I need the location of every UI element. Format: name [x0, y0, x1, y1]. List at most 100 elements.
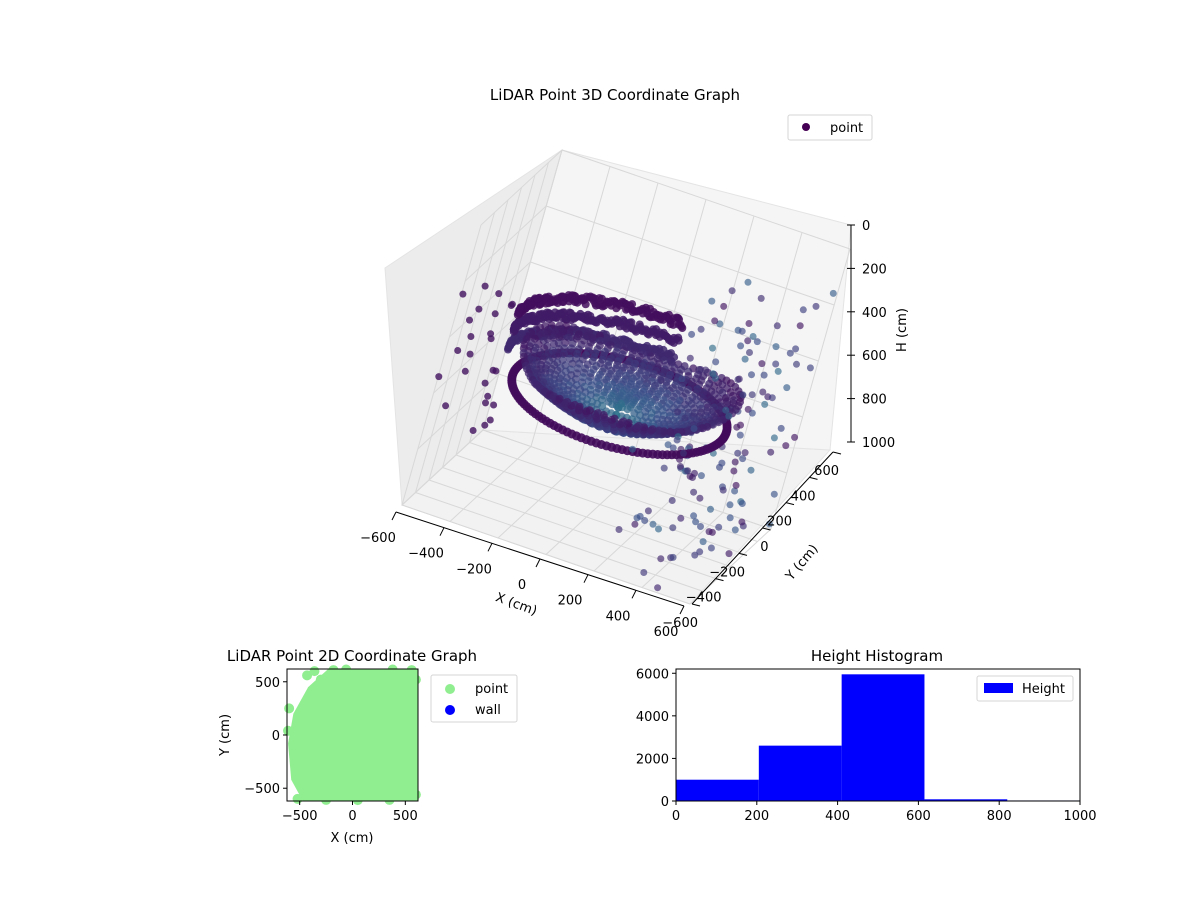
point-2d: [410, 789, 421, 800]
point-2d: [384, 794, 395, 805]
chart-3d: LiDAR Point 3D Coordinate Graph −600 −400…: [360, 86, 910, 640]
point-3d: [692, 518, 700, 526]
point-3d: [454, 347, 462, 354]
y-tick-label: 600: [814, 464, 839, 479]
point-3d: [633, 514, 641, 522]
point-2d: [309, 666, 320, 677]
point-3d: [715, 523, 723, 531]
point-3d: [697, 325, 705, 333]
histogram-bar: [758, 745, 842, 801]
point-3d: [768, 394, 776, 402]
point-3d: [654, 584, 662, 592]
histogram-bar: [841, 674, 925, 801]
x-tick-label: 200: [744, 809, 769, 824]
point-3d: [719, 486, 727, 494]
point-3d: [796, 322, 804, 330]
chart-2d-legend-label-point: point: [475, 682, 508, 697]
point-3d: [772, 360, 780, 368]
grid-line: [428, 479, 718, 580]
point-3d: [555, 345, 563, 353]
point-3d: [744, 337, 752, 345]
y-tick-label: 4000: [636, 710, 669, 725]
point-3d: [680, 449, 687, 457]
point-3d: [551, 327, 560, 336]
point-3d: [678, 324, 687, 332]
point-3d: [748, 371, 755, 379]
grid-line: [433, 317, 515, 394]
point-3d: [690, 425, 698, 432]
x-tick: [679, 605, 685, 615]
y-tick-label: 0: [272, 729, 280, 744]
point-3d: [681, 414, 689, 422]
point-3d: [737, 342, 745, 350]
point-3d: [722, 406, 730, 414]
grid-line: [449, 261, 531, 338]
point-3d: [770, 434, 778, 442]
point-3d: [812, 302, 820, 310]
point-3d: [677, 514, 685, 522]
point-3d: [435, 373, 443, 381]
point-3d: [716, 320, 724, 328]
point-3d: [711, 317, 719, 325]
point-3d: [774, 367, 782, 375]
point-3d: [728, 287, 736, 295]
point-3d: [753, 338, 761, 346]
point-3d: [731, 458, 739, 466]
point-3d: [732, 481, 740, 489]
chart-2d-legend-label-wall: wall: [475, 703, 501, 718]
point-3d: [491, 310, 499, 318]
chart-2d-legend: point wall: [430, 674, 518, 723]
grid-line: [561, 149, 851, 250]
point-3d: [777, 424, 785, 432]
x-tick-label: −200: [456, 562, 492, 577]
point-3d: [560, 350, 568, 358]
point-3d: [657, 555, 665, 563]
point-3d: [726, 501, 734, 509]
chart-3d-ylabel: Y (cm): [782, 542, 821, 585]
point-3d: [739, 391, 747, 399]
point-3d: [783, 384, 791, 392]
x-tick-label: 400: [825, 809, 850, 824]
point-3d: [655, 525, 662, 533]
chart-2d-ylabel: Y (cm): [218, 714, 233, 757]
point-3d: [549, 339, 558, 348]
point-2d-cloud: [288, 669, 418, 801]
y-tick: [715, 578, 724, 582]
point-3d: [631, 520, 639, 528]
point-2d: [315, 674, 326, 685]
point-3d: [668, 497, 676, 504]
y-tick: [809, 476, 818, 480]
point-3d: [720, 302, 728, 310]
point-3d: [487, 335, 495, 343]
x-tick-label: −500: [282, 809, 318, 824]
point-3d: [773, 322, 781, 330]
point-3d: [614, 403, 623, 412]
point-3d: [746, 349, 753, 356]
point-3d: [489, 366, 497, 374]
point-3d: [738, 500, 746, 507]
point-3d: [738, 327, 746, 335]
point-3d: [648, 425, 657, 434]
histogram-legend-box: [976, 675, 1074, 702]
point-3d: [733, 423, 741, 431]
point-3d: [657, 376, 665, 384]
grid-line: [469, 442, 758, 542]
point-3d: [640, 569, 648, 576]
point-3d: [495, 290, 503, 298]
point-3d: [690, 512, 698, 520]
point-3d: [829, 289, 837, 297]
point-3d: [504, 344, 513, 352]
point-3d: [793, 360, 800, 368]
point-3d: [467, 333, 475, 340]
point-3d: [649, 520, 657, 528]
z-tick-label: 0: [862, 219, 870, 234]
x-tick-label: 0: [672, 809, 680, 824]
x-tick-label: 1000: [1063, 809, 1096, 824]
histogram-bars: [676, 674, 1080, 802]
point-3d: [486, 416, 494, 424]
point-3d: [669, 444, 677, 452]
y-tick-label: −200: [709, 565, 745, 580]
grid-line: [442, 467, 731, 567]
point-3d: [749, 333, 757, 340]
point-3d: [563, 398, 572, 406]
